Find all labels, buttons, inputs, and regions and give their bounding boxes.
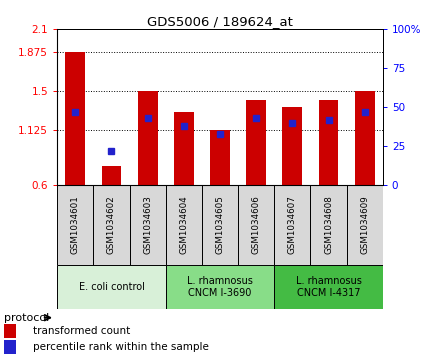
Bar [355, 91, 375, 185]
Title: GDS5006 / 189624_at: GDS5006 / 189624_at [147, 15, 293, 28]
Bar [274, 265, 383, 309]
Bar [66, 52, 85, 185]
Bar [4, 324, 16, 338]
Text: GSM1034603: GSM1034603 [143, 196, 152, 254]
Bar [166, 185, 202, 265]
Bar [202, 185, 238, 265]
Bar [4, 340, 16, 354]
Text: GSM1034604: GSM1034604 [180, 196, 188, 254]
Text: GSM1034609: GSM1034609 [360, 196, 369, 254]
Bar [57, 265, 166, 309]
Text: GSM1034601: GSM1034601 [71, 196, 80, 254]
Bar [347, 185, 383, 265]
Bar [138, 91, 158, 185]
Text: percentile rank within the sample: percentile rank within the sample [33, 342, 209, 352]
Bar [129, 185, 166, 265]
Bar [210, 130, 230, 185]
Bar [319, 100, 338, 185]
Text: GSM1034608: GSM1034608 [324, 196, 333, 254]
Bar [174, 112, 194, 185]
Bar [282, 107, 302, 185]
Text: GSM1034607: GSM1034607 [288, 196, 297, 254]
Text: GSM1034606: GSM1034606 [252, 196, 260, 254]
Text: GSM1034605: GSM1034605 [216, 196, 224, 254]
Bar [311, 185, 347, 265]
Bar [246, 100, 266, 185]
Text: GSM1034602: GSM1034602 [107, 196, 116, 254]
Bar [93, 185, 129, 265]
Bar [238, 185, 274, 265]
Text: protocol: protocol [4, 313, 50, 323]
Bar [274, 185, 311, 265]
Text: L. rhamnosus
CNCM I-3690: L. rhamnosus CNCM I-3690 [187, 276, 253, 298]
Bar [166, 265, 274, 309]
Bar [57, 185, 93, 265]
Bar [102, 166, 121, 185]
Text: E. coli control: E. coli control [78, 282, 144, 292]
Text: L. rhamnosus
CNCM I-4317: L. rhamnosus CNCM I-4317 [296, 276, 362, 298]
Text: transformed count: transformed count [33, 326, 130, 336]
